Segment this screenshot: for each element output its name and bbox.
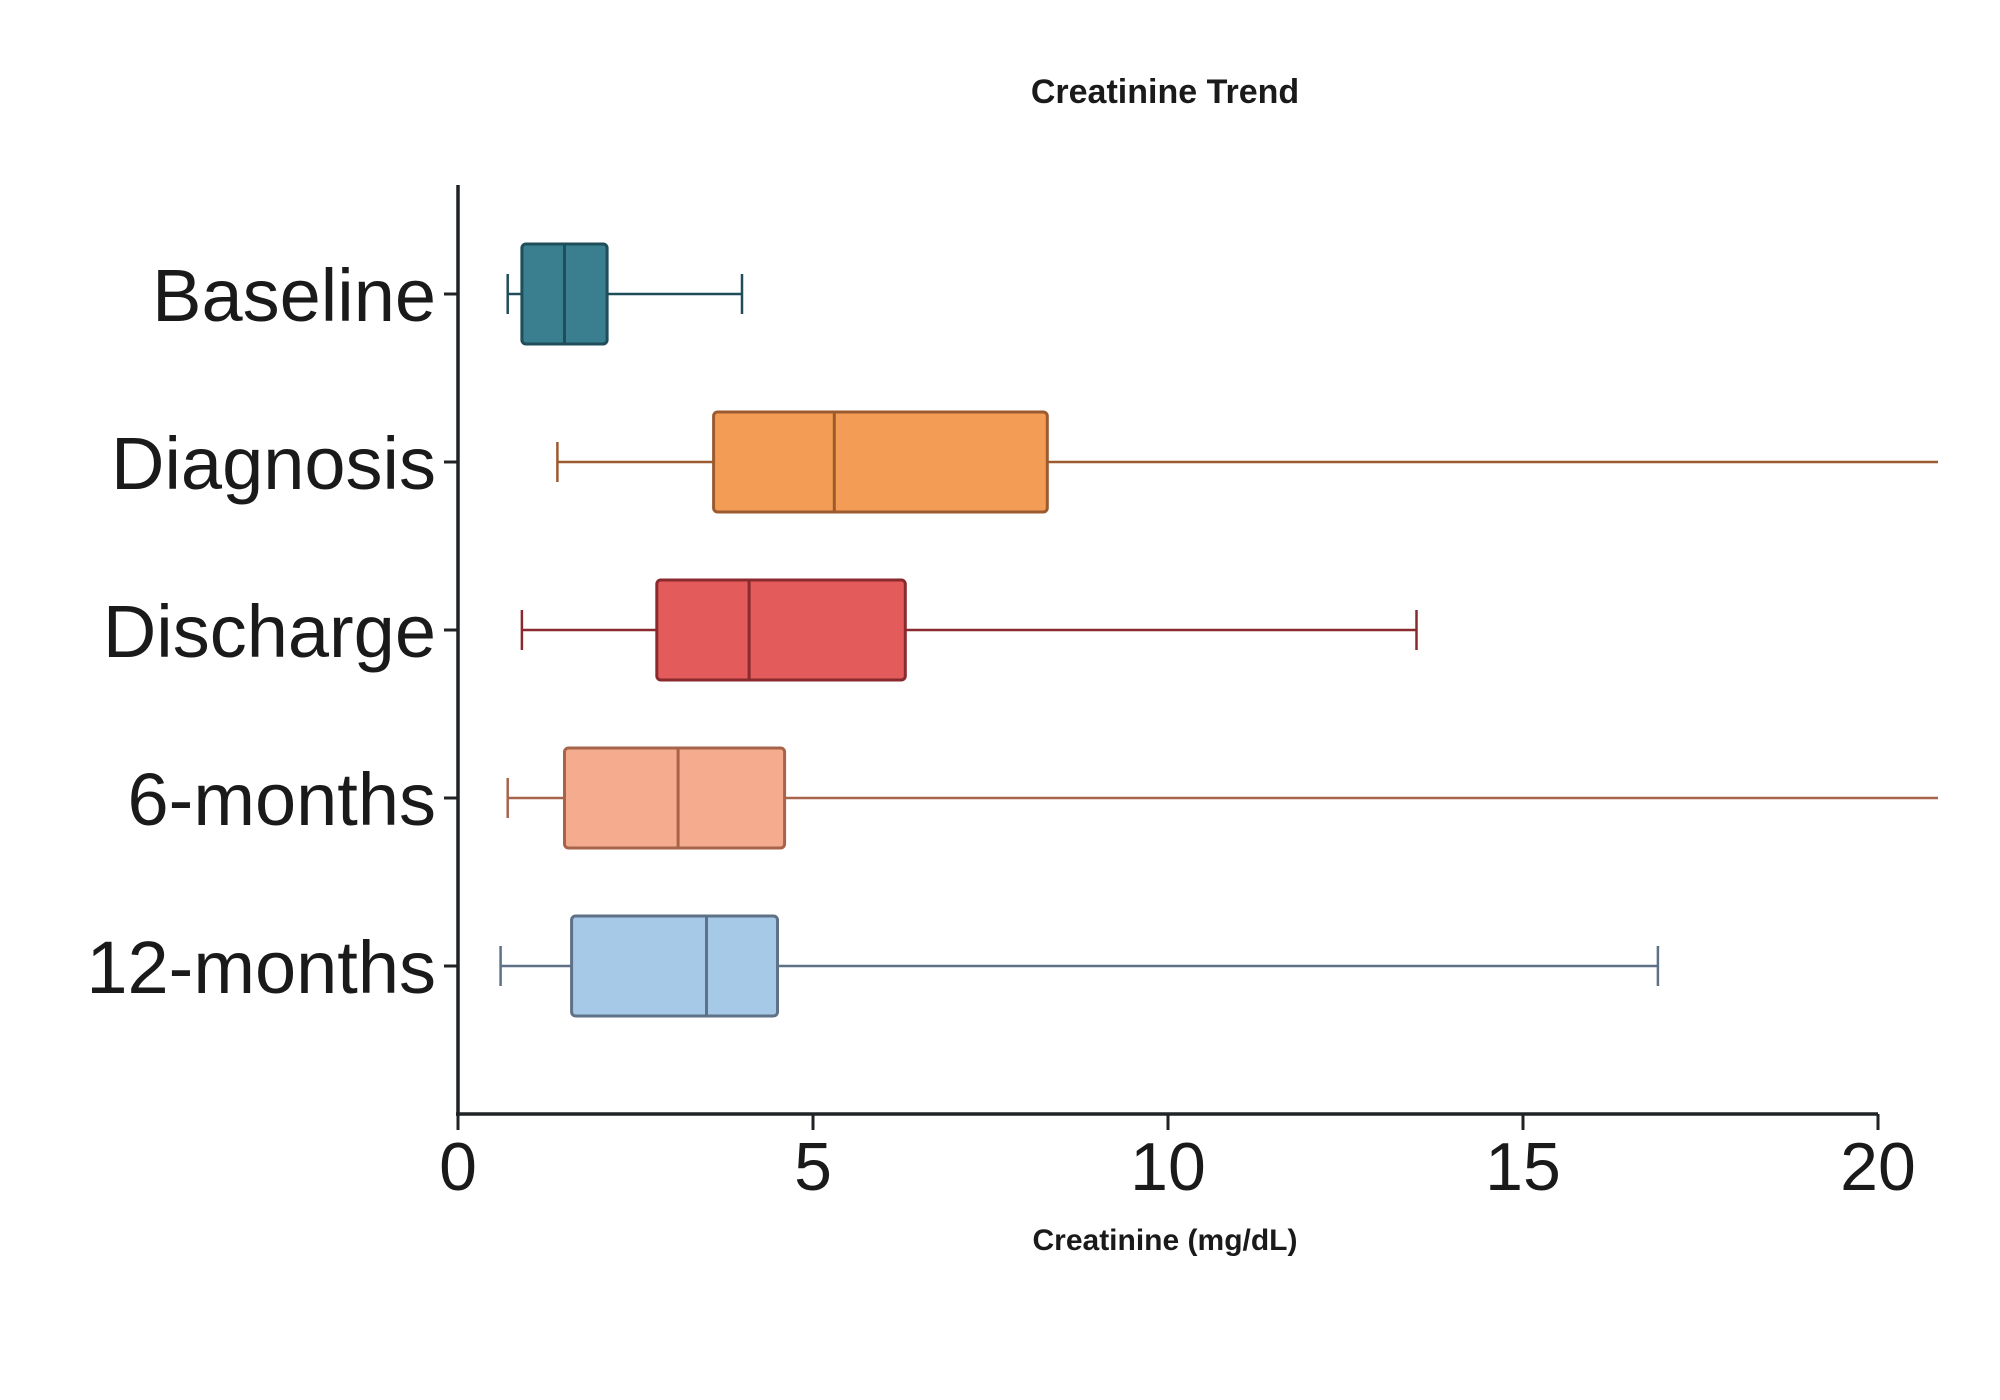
category-label-diagnosis: Diagnosis <box>111 422 436 505</box>
iqr-box <box>570 914 779 1018</box>
box-discharge <box>520 578 1418 682</box>
box-6-months <box>506 746 1938 850</box>
x-tick-label: 5 <box>794 1129 832 1205</box>
x-axis-ticks: 0 5 10 15 20 <box>439 1114 1916 1205</box>
category-label-6-months: 6-months <box>128 758 436 841</box>
iqr-box <box>563 746 787 850</box>
box-series <box>499 242 1938 1018</box>
category-label-baseline: Baseline <box>152 254 436 337</box>
box-12-months <box>499 914 1660 1018</box>
x-tick-label: 15 <box>1485 1129 1561 1205</box>
box-diagnosis <box>556 410 1938 514</box>
x-tick-label: 10 <box>1130 1129 1206 1205</box>
category-label-12-months: 12-months <box>86 926 436 1009</box>
iqr-box <box>655 578 907 682</box>
x-tick-label: 0 <box>439 1129 477 1205</box>
x-tick-label: 20 <box>1840 1129 1916 1205</box>
chart-title: Creatinine Trend <box>1031 73 1299 111</box>
iqr-box <box>712 410 1049 514</box>
category-axis-labels: Baseline Diagnosis Discharge 6-months 12-mon… <box>86 254 458 1009</box>
box-baseline <box>506 242 744 346</box>
x-axis-title: Creatinine (mg/dL) <box>1032 1224 1297 1257</box>
category-label-discharge: Discharge <box>103 590 436 673</box>
